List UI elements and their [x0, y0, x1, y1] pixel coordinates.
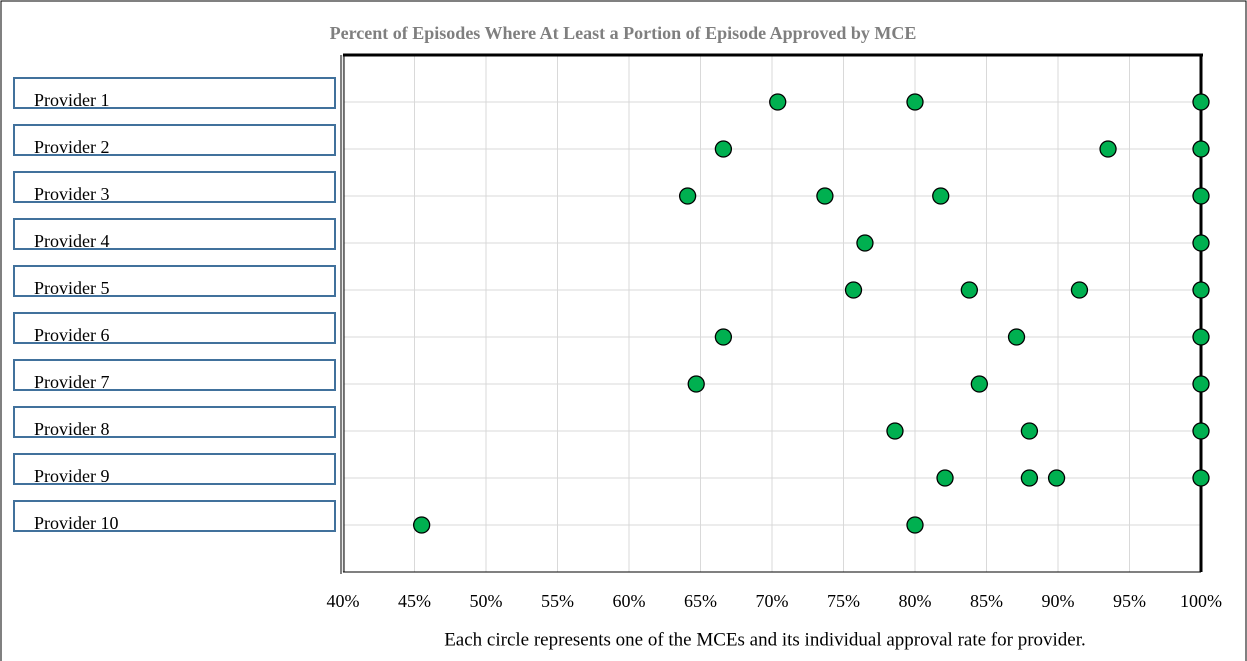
dot [1192, 469, 1210, 487]
category-box [13, 500, 336, 532]
chart-title: Percent of Episodes Where At Least a Por… [330, 23, 917, 43]
category-label: Provider 1 [34, 90, 110, 110]
x-tick-label: 95% [1113, 591, 1146, 611]
category-box [13, 406, 336, 438]
dot [856, 234, 874, 252]
category-label: Provider 4 [34, 231, 110, 251]
dot [1192, 328, 1210, 346]
x-tick-label: 75% [827, 591, 860, 611]
category-label: Provider 5 [34, 278, 110, 298]
dot [906, 93, 924, 111]
dot [412, 516, 431, 534]
category-label: Provider 2 [34, 137, 110, 157]
x-tick-label: 40% [327, 591, 360, 611]
dot [1192, 281, 1210, 299]
category-box [13, 218, 336, 250]
category-label: Provider 8 [34, 419, 110, 439]
x-tick-label: 80% [899, 591, 932, 611]
category-label: Provider 10 [34, 513, 119, 533]
category-label: Provider 7 [34, 372, 110, 392]
dot [1047, 469, 1066, 487]
dot [970, 375, 988, 393]
category-label: Provider 3 [34, 184, 110, 204]
dot [678, 187, 697, 205]
dot [844, 281, 863, 299]
x-tick-label: 85% [970, 591, 1003, 611]
dot [960, 281, 978, 299]
category-box [13, 312, 336, 344]
category-label: Provider 9 [34, 466, 110, 486]
category-box [13, 77, 336, 109]
dot [1192, 187, 1210, 205]
x-tick-label: 65% [684, 591, 717, 611]
dot [714, 328, 733, 346]
dot [1192, 140, 1210, 158]
dot [1192, 234, 1210, 252]
category-box [13, 453, 336, 485]
x-tick-label: 60% [613, 591, 646, 611]
dot [1192, 93, 1210, 111]
x-tick-label: 90% [1042, 591, 1075, 611]
dot [886, 422, 904, 440]
category-box [13, 171, 336, 203]
x-tick-label: 50% [470, 591, 503, 611]
x-tick-label: 70% [756, 591, 789, 611]
x-tick-label: 100% [1180, 591, 1222, 611]
category-box [13, 265, 336, 297]
dot [1020, 422, 1039, 440]
dot [714, 140, 733, 158]
category-label: Provider 6 [34, 325, 110, 345]
dot [906, 516, 924, 534]
dot [1020, 469, 1039, 487]
category-box [13, 124, 336, 156]
dot [687, 375, 705, 393]
dot [1007, 328, 1026, 346]
dot [1192, 375, 1210, 393]
dot [1099, 140, 1117, 158]
dot [1070, 281, 1089, 299]
dot [1192, 422, 1210, 440]
dot [932, 187, 950, 205]
dot [936, 469, 954, 487]
x-tick-label: 55% [541, 591, 574, 611]
chart-note: Each circle represents one of the MCEs a… [444, 629, 1086, 650]
x-tick-label: 45% [398, 591, 431, 611]
dot [769, 93, 787, 111]
category-box [13, 359, 336, 391]
dot [816, 187, 834, 205]
